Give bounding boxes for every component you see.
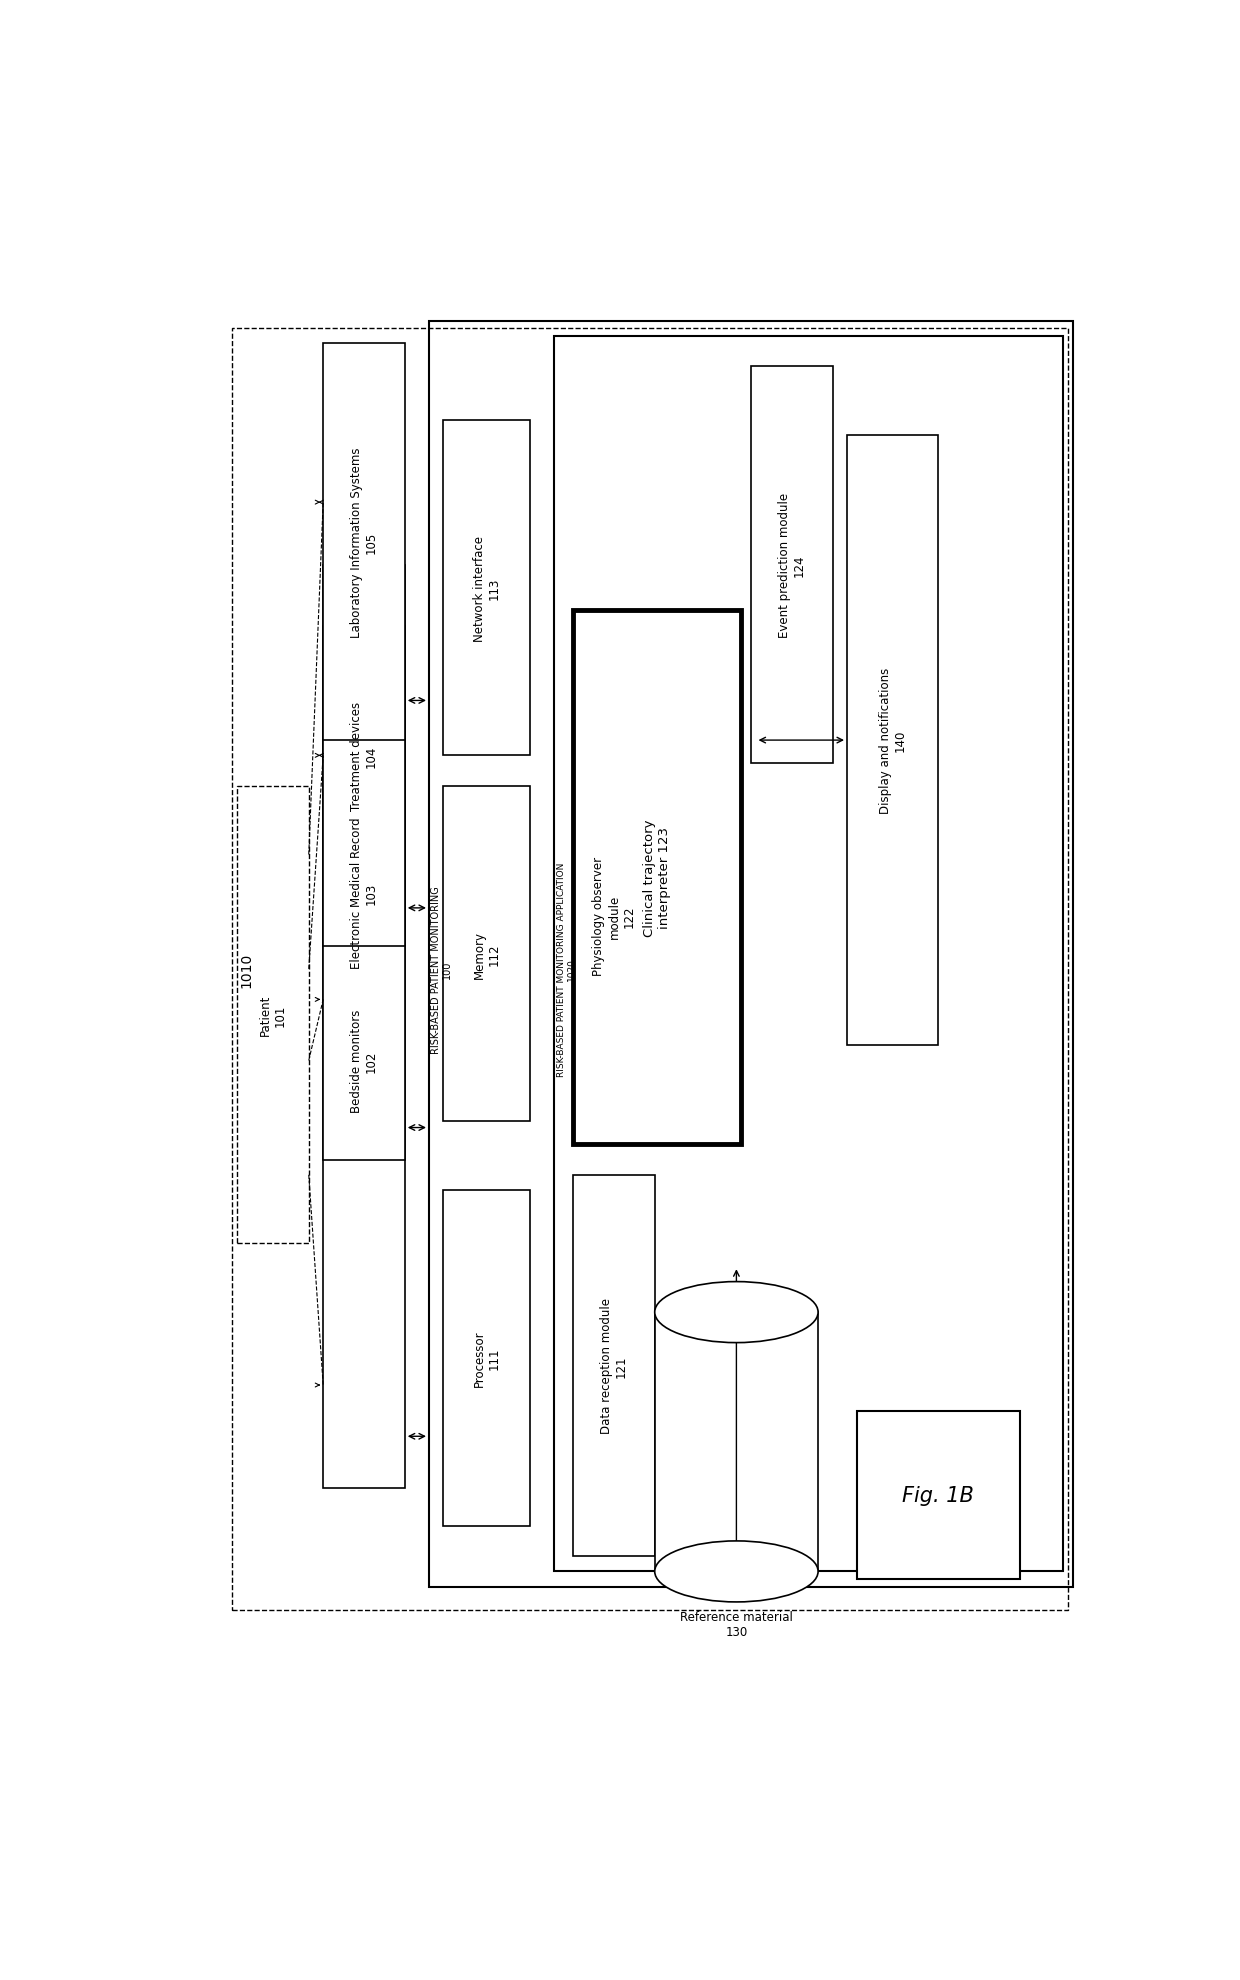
Bar	[573, 1176, 655, 1556]
Text: RISK-BASED PATIENT MONITORING APPLICATION
1020: RISK-BASED PATIENT MONITORING APPLICATIO…	[557, 861, 577, 1077]
Bar	[444, 786, 529, 1123]
Text: Event prediction module
124: Event prediction module 124	[777, 493, 806, 638]
Bar	[444, 420, 529, 756]
Text: Bedside monitors
102: Bedside monitors 102	[350, 1010, 378, 1113]
Ellipse shape	[655, 1281, 818, 1342]
Bar	[655, 1313, 818, 1572]
Bar	[573, 612, 742, 1144]
Bar	[324, 634, 404, 1487]
Bar	[324, 566, 404, 946]
Text: Physiology observer
module
122: Physiology observer module 122	[593, 857, 635, 976]
Text: Treatment devices
104: Treatment devices 104	[350, 701, 378, 810]
Text: Network interface
113: Network interface 113	[472, 535, 501, 642]
Bar	[324, 626, 404, 1160]
Text: 1010: 1010	[239, 952, 253, 986]
Text: Fig. 1B: Fig. 1B	[903, 1485, 975, 1505]
Bar	[444, 1190, 529, 1527]
Bar	[847, 436, 939, 1045]
Ellipse shape	[655, 1540, 818, 1602]
Text: Patient
101: Patient 101	[259, 994, 286, 1036]
Text: Data reception module
121: Data reception module 121	[600, 1297, 627, 1434]
Bar	[232, 329, 1068, 1610]
Text: Display and notifications
140: Display and notifications 140	[879, 667, 906, 814]
Bar	[429, 321, 1073, 1586]
Text: Clinical trajectory
interpreter 123: Clinical trajectory interpreter 123	[644, 820, 671, 937]
Bar	[573, 725, 655, 1107]
Bar	[857, 1412, 1019, 1580]
Bar	[554, 337, 1063, 1572]
Text: Processor
111: Processor 111	[472, 1331, 501, 1386]
Text: Electronic Medical Record
103: Electronic Medical Record 103	[350, 818, 378, 968]
Bar	[751, 366, 832, 764]
Text: Laboratory Information Systems
105: Laboratory Information Systems 105	[350, 447, 378, 638]
Bar	[324, 345, 404, 741]
Text: RISK-BASED PATIENT MONITORING
100: RISK-BASED PATIENT MONITORING 100	[430, 885, 453, 1053]
Text: Memory
112: Memory 112	[472, 931, 501, 978]
Bar	[237, 786, 309, 1243]
Text: Reference material
130: Reference material 130	[680, 1610, 792, 1637]
